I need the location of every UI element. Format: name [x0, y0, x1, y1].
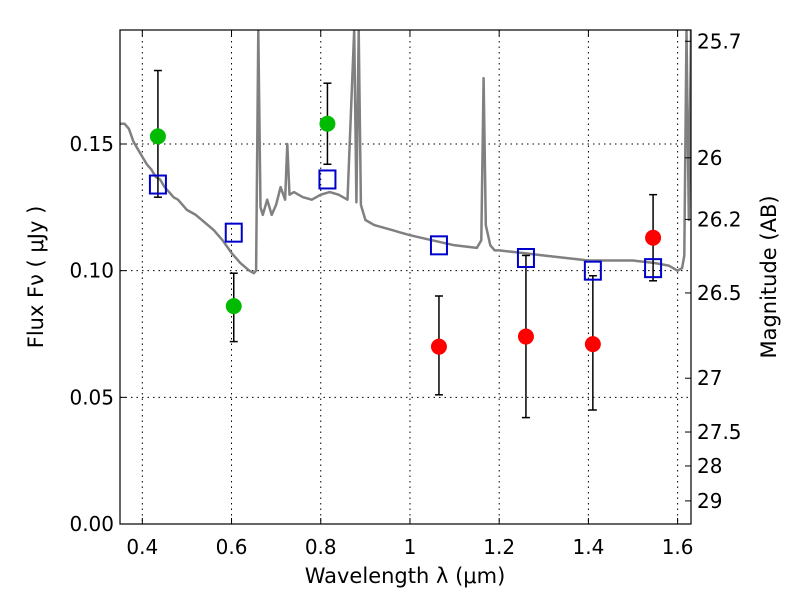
data-point	[225, 298, 242, 315]
model-square	[148, 174, 167, 195]
x-tick-label: 1.6	[662, 535, 694, 559]
x-tick-label: 1	[404, 535, 417, 559]
model-square	[224, 222, 243, 243]
y-tick-label: 0.05	[69, 385, 114, 409]
x-tick-label: 0.6	[216, 535, 248, 559]
y-tick-label: 0.15	[69, 132, 114, 156]
y-tick-label: 0.10	[69, 259, 114, 283]
model-square	[583, 260, 602, 281]
y-axis-label: Flux Fν ( μJy )	[24, 206, 48, 349]
y2-tick-label: 26.2	[697, 207, 742, 231]
data-point	[645, 229, 662, 246]
x-tick-label: 1.2	[483, 535, 515, 559]
plot-area	[120, 30, 691, 419]
model-square	[429, 235, 448, 256]
template-spectrum-line	[120, 30, 691, 275]
y2-tick-label: 28	[697, 454, 722, 478]
y2-tick-label: 25.7	[697, 29, 742, 53]
data-point	[517, 328, 534, 345]
y2-tick-label: 27.5	[697, 420, 742, 444]
axis-ticks: 0.4 0.6 0.8 1 1.2 1.4 1.6 0.00 0.05 0.10 0.15 25.7 2…	[69, 29, 741, 559]
y2-tick-label: 29	[697, 489, 722, 513]
model-square	[318, 169, 337, 190]
x-axis-label: Wavelength λ (μm)	[305, 564, 506, 588]
y2-tick-label: 27	[697, 366, 722, 390]
x-tick-label: 0.4	[126, 535, 158, 559]
model-square	[516, 248, 535, 268]
model-square	[644, 258, 663, 279]
data-point	[584, 336, 601, 353]
y2-tick-label: 26.5	[697, 281, 742, 305]
y2-tick-label: 26	[697, 146, 722, 170]
x-tick-label: 1.4	[572, 535, 604, 559]
plot-frame	[119, 29, 692, 525]
y-tick-label: 0.00	[69, 512, 114, 536]
data-point	[149, 128, 166, 145]
x-tick-label: 0.8	[305, 535, 337, 559]
data-point	[430, 338, 447, 355]
data-point	[319, 115, 336, 132]
y2-axis-label: Magnitude (AB)	[757, 195, 781, 358]
